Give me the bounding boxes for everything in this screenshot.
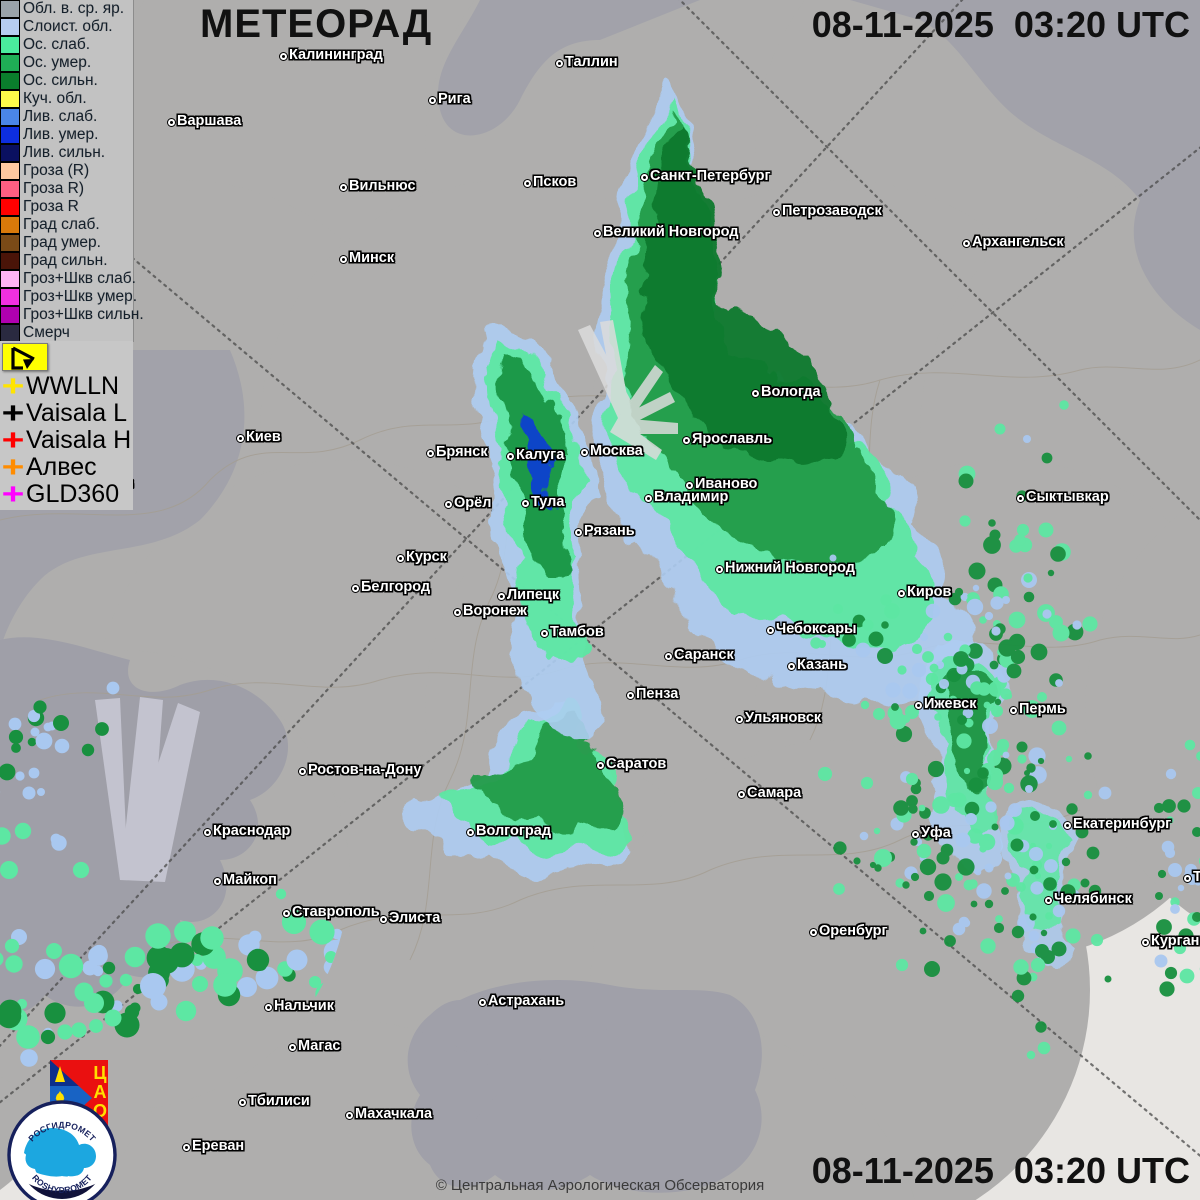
svg-text:А: А [94, 1082, 107, 1102]
svg-text:Ц: Ц [93, 1063, 107, 1083]
